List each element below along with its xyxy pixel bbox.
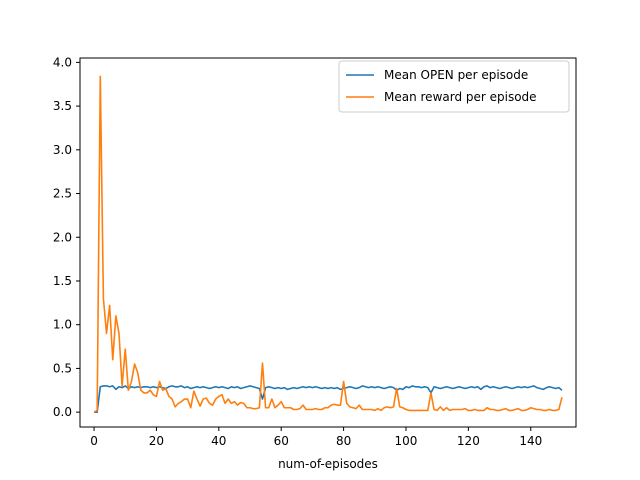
series-line-mean-reward bbox=[93, 75, 563, 413]
y-tick-label: 1.0 bbox=[53, 318, 72, 332]
series-line-mean-open bbox=[94, 385, 563, 413]
y-tick-label: 3.5 bbox=[53, 99, 72, 113]
x-tick-label: 100 bbox=[395, 434, 418, 448]
x-tick-label: 80 bbox=[336, 434, 351, 448]
y-tick-label: 1.5 bbox=[53, 274, 72, 288]
x-tick-label: 140 bbox=[519, 434, 542, 448]
x-axis-label: num-of-episodes bbox=[278, 457, 378, 471]
x-axis-ticks: 0 20 40 60 80 100 120 140 bbox=[90, 427, 542, 448]
x-tick-label: 120 bbox=[457, 434, 480, 448]
legend-label-mean-reward: Mean reward per episode bbox=[384, 90, 537, 104]
y-axis-ticks: 0.0 0.5 1.0 1.5 2.0 2.5 3.0 3.5 4.0 bbox=[53, 55, 80, 419]
x-tick-label: 20 bbox=[149, 434, 164, 448]
x-tick-label: 40 bbox=[211, 434, 226, 448]
plot-lines bbox=[93, 75, 563, 413]
legend-label-mean-open: Mean OPEN per episode bbox=[384, 68, 528, 82]
axes-frame bbox=[79, 57, 577, 428]
x-tick-label: 60 bbox=[274, 434, 289, 448]
y-tick-label: 0.5 bbox=[53, 361, 72, 375]
y-tick-label: 3.0 bbox=[53, 143, 72, 157]
y-tick-label: 2.5 bbox=[53, 187, 72, 201]
legend: Mean OPEN per episode Mean reward per ep… bbox=[338, 60, 570, 113]
x-tick-label: 0 bbox=[90, 434, 98, 448]
y-tick-label: 0.0 bbox=[53, 405, 72, 419]
y-tick-label: 4.0 bbox=[53, 55, 72, 69]
y-tick-label: 2.0 bbox=[53, 230, 72, 244]
legend-box bbox=[338, 60, 570, 113]
